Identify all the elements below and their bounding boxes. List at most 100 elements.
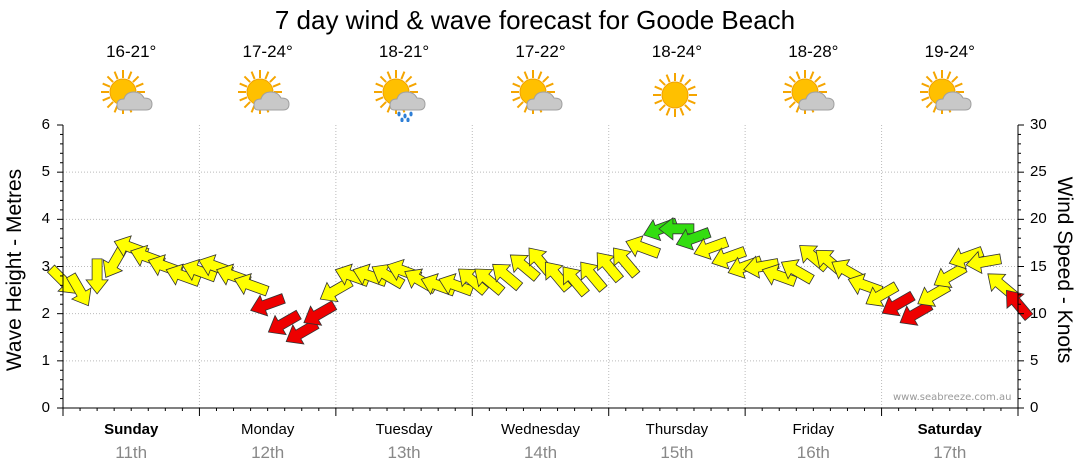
sunny-icon [652,73,697,117]
wind-arrow [948,246,985,270]
day-name: Thursday [645,421,709,438]
partly-cloudy-icon [783,70,835,114]
wind-arrow [303,300,338,326]
wind-arrow-shape [693,236,730,260]
day-name: Wednesday [501,421,580,438]
wind-arrow-shape [492,263,524,292]
wind-arrow [233,273,270,297]
wind-arrow [458,268,490,296]
wind-arrow-shape [658,216,695,241]
partly-cloudy-icon [919,70,972,114]
left-tick-label: 1 [41,351,50,369]
wind-arrow-shape [596,252,625,284]
wind-arrow-shape [780,259,815,285]
day-date: 13th [387,443,421,462]
day-date: 16th [796,443,830,462]
wind-arrow [658,216,695,241]
wind-arrow [743,255,780,279]
wind-arrow-shape [625,235,661,259]
wind-arrow [474,268,506,296]
day-temperature: 19-24° [924,42,975,61]
wind-arrow-shape [1006,289,1034,322]
wind-arrow [780,259,815,285]
right-tick-label: 10 [1030,304,1047,322]
wind-arrow-shape [267,309,302,336]
day-temperature: 16-21° [106,42,157,61]
wind-arrow [267,309,302,336]
partly-cloudy-icon [101,70,153,114]
left-tick-label: 3 [41,257,50,275]
wind-arrow [1006,289,1034,322]
wind-arrow-shape [85,258,109,295]
wind-arrow [881,290,916,317]
wind-arrow-shape [881,290,916,317]
wind-arrow-shape [250,293,286,317]
wind-arrow-shape [458,268,490,296]
day-name: Friday [792,421,835,438]
wind-arrow-shape [948,246,985,270]
wind-arrow-shape [371,263,406,290]
day-name: Sunday [104,421,159,438]
day-date: 14th [523,443,558,462]
wind-arrow [85,258,109,295]
chart-frame [57,124,1024,416]
right-tick-label: 15 [1030,257,1047,275]
chart-title: 7 day wind & wave forecast for Goode Bea… [274,5,796,35]
wind-arrow-shape [865,281,900,307]
partly-cloudy-icon [237,70,290,114]
right-tick-label: 20 [1030,210,1047,228]
right-tick-label: 0 [1030,399,1039,416]
left-axis-label: Wave Height - Metres [3,168,26,372]
day-name: Monday [240,421,295,438]
wind-arrow-shape [303,300,338,326]
wind-arrow [580,261,608,293]
wind-arrow-shape [562,266,590,298]
wind-arrow-series [46,216,1034,345]
wind-arrow-shape [233,273,270,297]
watermark: www.seabreeze.com.au [893,392,1012,403]
wind-arrow [675,227,712,251]
day-temperature: 17-22° [515,42,566,61]
day-temperature: 18-21° [378,42,430,61]
wind-arrow [965,250,1002,275]
day-temperature: 18-28° [788,42,839,61]
wind-arrow [371,263,406,290]
wind-arrow-shape [613,247,641,279]
wind-arrow [761,263,798,287]
right-tick-label: 30 [1030,116,1047,133]
wind-arrow [693,236,730,260]
wind-arrow-shape [66,272,92,307]
wind-arrow-shape [474,268,506,296]
left-tick-label: 4 [41,210,50,228]
wind-arrow-shape [509,254,541,282]
day-date: 15th [660,443,694,462]
day-temperature: 17-24° [242,42,293,61]
wind-arrow-shape [761,263,798,287]
wind-arrow [66,272,92,307]
right-tick-label: 5 [1030,351,1039,369]
left-tick-label: 5 [41,163,50,181]
day-date: 11th [115,443,148,462]
left-tick-label: 2 [41,304,50,322]
wind-arrow-shape [675,227,712,251]
wind-arrow [865,281,900,307]
showers-icon [374,70,426,122]
left-tick-label: 6 [41,116,50,133]
wind-arrow [492,263,524,292]
wind-arrow-shape [580,261,608,293]
day-date: 12th [251,443,285,462]
wind-arrow-shape [965,250,1002,275]
wind-arrow [711,246,747,270]
right-tick-label: 25 [1030,163,1047,181]
wind-arrow-shape [743,255,780,279]
day-date: 17th [933,443,967,462]
partly-cloudy-icon [510,70,563,114]
wind-arrow [509,254,541,282]
wind-arrow [625,235,661,259]
day-name: Saturday [917,421,982,438]
wind-arrow-shape [711,246,747,270]
wind-arrow [596,252,625,284]
day-name: Tuesday [375,421,433,438]
right-axis-label: Wind Speed - Knots [1053,176,1076,364]
